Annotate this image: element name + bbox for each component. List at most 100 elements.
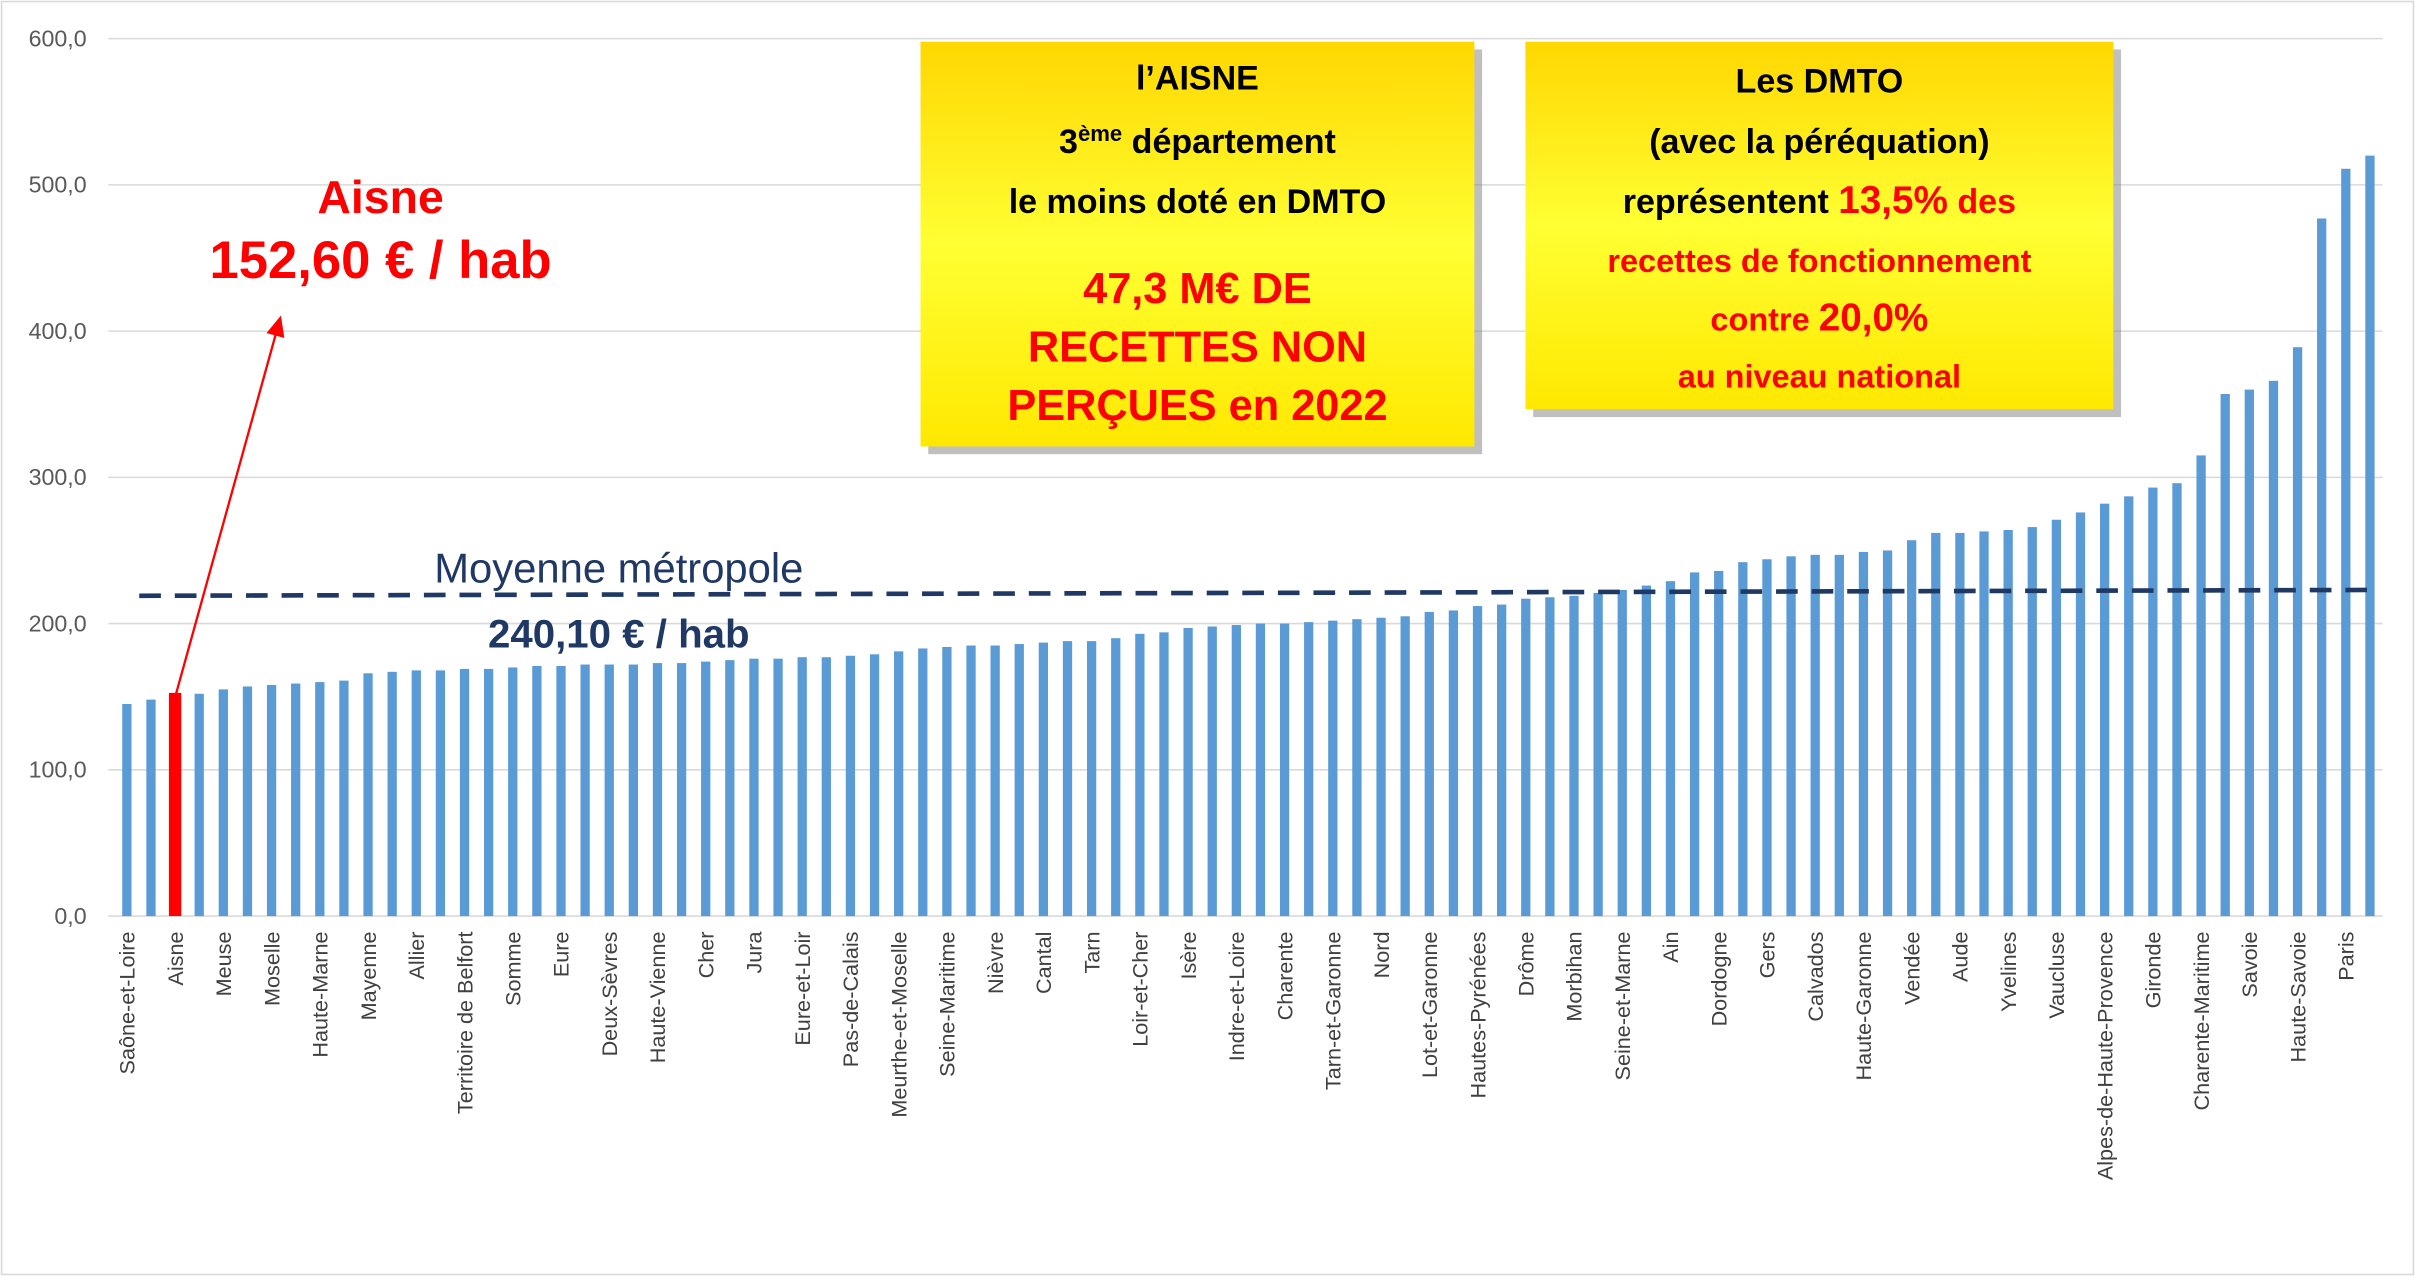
x-tick-label: Vaucluse [2044,932,2069,1019]
callout-arrow [173,315,285,699]
x-tick-label: Vendée [1899,932,1924,1005]
x-tick-label: Charente-Maritime [2189,932,2214,1111]
x-tick-label: Allier [404,932,429,980]
x-tick-label: Isère [1176,932,1201,980]
annotation-text: PERÇUES en 2022 [1007,382,1387,430]
bar [845,655,856,917]
bar [459,668,470,917]
bar [725,660,735,917]
bar [1738,562,1748,917]
bar [1689,572,1700,917]
annotation-text: département [1122,123,1336,161]
annotation-line: 47,3 M€ DE [1083,265,1312,313]
bar [1135,633,1145,917]
x-tick-label: Morbihan [1562,932,1587,1022]
bar [2051,519,2062,917]
y-tick-label: 0,0 [54,903,86,929]
bar [1617,589,1627,917]
bar [628,664,639,917]
x-tick-label: Seine-et-Marne [1610,932,1635,1081]
x-tick-label: Jura [742,931,767,974]
x-tick-label: Meuse [211,932,236,997]
bar [1304,622,1314,917]
bar [1352,619,1362,917]
bar [1038,642,1049,917]
x-tick-label: Meurthe-et-Moselle [886,932,911,1118]
annotation-text: contre [1710,302,1818,338]
bar [1931,532,1941,917]
annotation-text: l’AISNE [1136,60,1259,98]
y-tick-label: 200,0 [29,610,87,636]
x-tick-label: Territoire de Belfort [452,932,477,1115]
bar [1424,611,1434,917]
bar [435,670,446,917]
annotation-line: (avec la péréquation) [1649,123,1989,161]
bar [122,704,132,917]
bar [1762,559,1772,917]
bar [1593,592,1603,917]
annotation-text: Les DMTO [1736,63,1904,101]
annotation-line: PERÇUES en 2022 [1007,382,1387,430]
x-tick-label: Yvelines [1996,931,2021,1012]
x-tick-label: Aude [1948,932,1973,982]
bar [1183,627,1193,917]
bar [821,657,831,917]
x-tick-label: Ain [1658,932,1683,963]
x-tick-label: Haute-Garonne [1851,932,1876,1081]
bar [1545,597,1555,917]
x-tick-label: Gironde [2141,932,2166,1009]
x-tick-label: Moselle [259,932,284,1006]
bar [2292,347,2303,917]
bar [315,682,325,917]
bar [218,689,228,917]
bar [1400,616,1410,917]
x-tick-label: Cantal [1031,932,1056,994]
x-tick-label: Gers [1755,931,1780,978]
annotation-line: représentent 13,5% des [1623,179,2016,222]
bar [2099,503,2110,917]
bar [1955,532,1965,917]
bar [869,654,880,917]
x-tick-label: Somme [500,932,525,1006]
bar [339,680,349,917]
y-tick-label: 500,0 [29,172,87,198]
bar [1714,570,1724,917]
bar [1858,551,1869,917]
bar [1255,623,1266,917]
x-tick-label: Paris [2334,931,2359,980]
annotation-text: le moins doté en DMTO [1009,183,1386,221]
annotation-line: le moins doté en DMTO [1009,183,1386,221]
bar [1062,641,1073,917]
bar [966,645,976,917]
y-tick-label: 600,0 [29,25,87,51]
x-tick-label: Saône-et-Loire [115,932,140,1075]
bar [604,664,614,917]
annotation-text: (avec la péréquation) [1649,123,1989,161]
bar [652,663,663,917]
bar [1086,641,1097,917]
bar [168,692,182,917]
x-tick-label: Aisne [163,932,188,986]
x-tick-label: Nord [1369,932,1394,979]
x-tick-label: Loir-et-Cher [1128,932,1153,1047]
bar [918,648,928,917]
bar [1834,554,1844,917]
annotation-text: des [1948,183,2016,221]
bar [1497,604,1507,917]
annotation-text: 3 [1059,123,1078,161]
bar [1472,606,1483,917]
x-tick-label: Charente [1272,932,1297,1021]
bar [2124,496,2134,917]
x-tick-label: Eure-et-Loir [790,932,815,1046]
bar [580,664,590,917]
annotation-line: Les DMTO [1736,63,1904,101]
bar [2365,155,2375,917]
bar [556,665,566,917]
x-tick-label: Seine-Maritime [935,932,960,1077]
bar [1328,620,1338,917]
bar [508,667,518,917]
bar [2003,529,2013,917]
x-tick-label: Calvados [1803,931,1828,1021]
